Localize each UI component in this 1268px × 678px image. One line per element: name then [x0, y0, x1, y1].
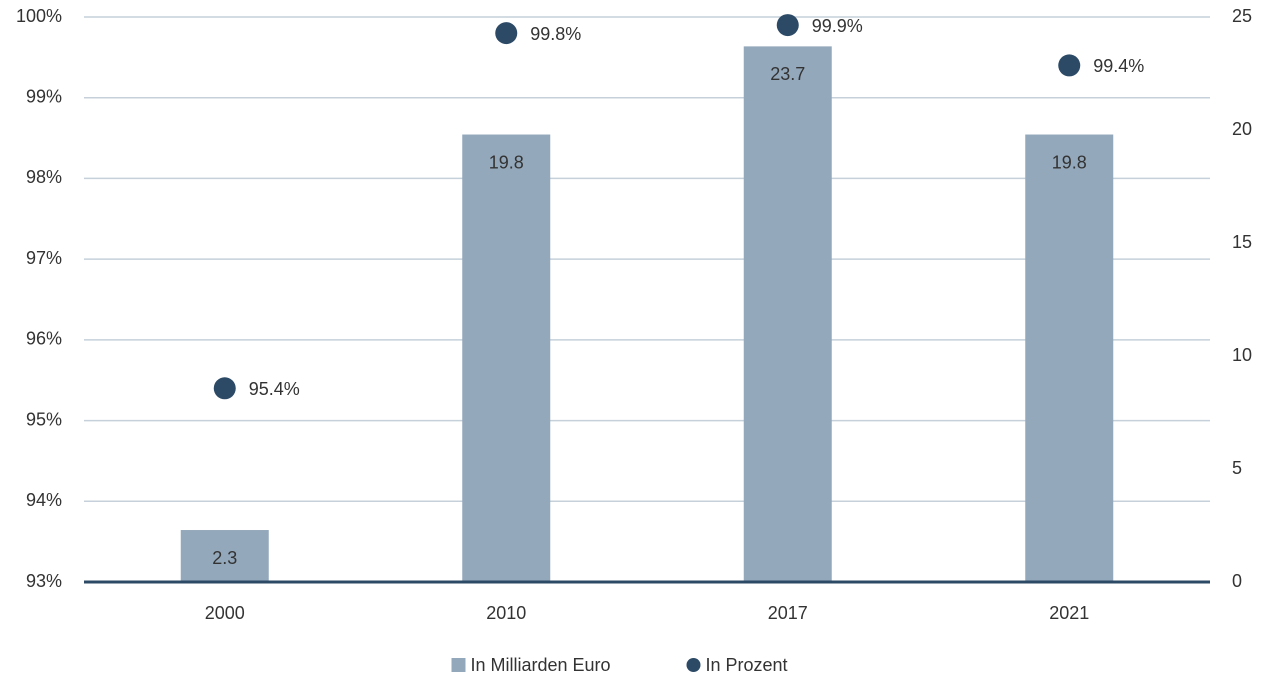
- y-tick-label: 95%: [26, 409, 62, 429]
- x-tick-label: 2021: [1049, 603, 1089, 623]
- legend-label: In Prozent: [706, 655, 788, 675]
- data-label: 99.8%: [530, 24, 581, 44]
- data-label: 2.3: [212, 548, 237, 568]
- bar: [743, 46, 832, 582]
- x-tick-label: 2010: [486, 603, 526, 623]
- y-tick-label: 99%: [26, 86, 62, 106]
- legend-swatch: [686, 658, 701, 672]
- y-tick-label: 100%: [16, 6, 62, 26]
- data-label: 95.4%: [249, 379, 300, 399]
- dot: [776, 14, 799, 37]
- x-tick-label: 2017: [768, 603, 808, 623]
- y2-tick-label: 0: [1232, 571, 1242, 591]
- y-tick-label: 93%: [26, 571, 62, 591]
- data-label: 99.4%: [1093, 56, 1144, 76]
- dot: [1058, 54, 1081, 77]
- y2-tick-label: 15: [1232, 232, 1252, 252]
- data-label: 19.8: [489, 152, 524, 172]
- y-tick-label: 97%: [26, 248, 62, 268]
- bar: [462, 134, 551, 582]
- y2-tick-label: 5: [1232, 458, 1242, 478]
- legend-label: In Milliarden Euro: [471, 655, 611, 675]
- y2-tick-label: 25: [1232, 6, 1252, 26]
- data-label: 23.7: [770, 64, 805, 84]
- data-label: 99.9%: [812, 16, 863, 36]
- y-tick-label: 98%: [26, 167, 62, 187]
- dot: [495, 22, 518, 45]
- y2-tick-label: 10: [1232, 345, 1252, 365]
- bar: [1025, 134, 1114, 582]
- dot: [213, 377, 236, 400]
- y2-tick-label: 20: [1232, 119, 1252, 139]
- legend-swatch: [451, 658, 466, 672]
- data-label: 19.8: [1052, 152, 1087, 172]
- y-tick-label: 94%: [26, 490, 62, 510]
- bar: [180, 530, 269, 582]
- x-tick-label: 2000: [205, 603, 245, 623]
- y-tick-label: 96%: [26, 329, 62, 349]
